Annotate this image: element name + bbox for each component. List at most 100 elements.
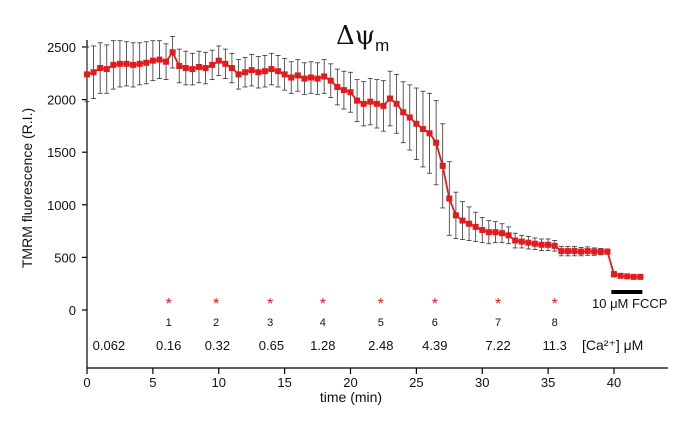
- data-point: [176, 62, 183, 69]
- calcium-concentration: 0.062: [93, 338, 126, 353]
- data-point: [149, 57, 156, 64]
- data-point: [426, 130, 433, 137]
- data-point: [130, 61, 137, 68]
- calcium-concentration: 4.39: [422, 338, 447, 353]
- addition-star: *: [213, 296, 219, 313]
- addition-index: 3: [267, 317, 273, 329]
- addition-index: 1: [166, 317, 172, 329]
- data-point: [538, 241, 545, 248]
- fccp-label: 10 μM FCCP: [592, 296, 667, 311]
- data-point: [373, 100, 380, 107]
- calcium-concentration: 2.48: [368, 338, 393, 353]
- y-tick-label: 2000: [47, 93, 76, 108]
- data-point: [551, 242, 558, 249]
- data-point: [321, 73, 328, 80]
- calcium-concentration: 7.22: [485, 338, 510, 353]
- data-point: [492, 229, 499, 236]
- data-point: [301, 75, 308, 82]
- data-point: [90, 69, 97, 76]
- data-point: [525, 239, 532, 246]
- data-point: [558, 248, 565, 255]
- calcium-concentrations: 0.062 0.16 0.32 0.65 1.28 2.48 4.39 7.22 11.3: [93, 338, 567, 353]
- calcium-concentration: 1.28: [310, 338, 335, 353]
- title-sub: m: [375, 36, 389, 55]
- x-tick-label: 30: [475, 375, 489, 390]
- addition-index: 6: [432, 317, 438, 329]
- data-point: [360, 100, 367, 107]
- data-point: [479, 227, 486, 234]
- data-point: [334, 83, 341, 90]
- data-point: [637, 273, 644, 280]
- title-main: Δψ: [336, 21, 375, 51]
- data-point: [209, 61, 216, 68]
- data-point: [466, 220, 473, 227]
- y-tick-label: 1500: [47, 145, 76, 160]
- data-point: [163, 58, 170, 65]
- data-point: [281, 71, 288, 78]
- data-point: [499, 230, 506, 237]
- addition-index: 2: [213, 317, 219, 329]
- addition-index: 5: [378, 317, 384, 329]
- data-point: [433, 139, 440, 146]
- calcium-additions: * 1 * 2 * 3 * 4 * 5 * 6 * 7 * 8: [166, 296, 558, 329]
- data-point: [380, 102, 387, 109]
- x-tick-label: 20: [343, 375, 357, 390]
- data-point: [354, 97, 361, 104]
- x-ticks: 0 5 10 15 20 25 30 35 40: [83, 368, 621, 390]
- data-point: [604, 248, 611, 255]
- data-point: [103, 66, 110, 73]
- x-tick-label: 10: [212, 375, 226, 390]
- data-point: [307, 74, 314, 81]
- chart-title: Δψm: [336, 21, 389, 55]
- x-tick-label: 25: [409, 375, 423, 390]
- data-point: [419, 126, 426, 133]
- data-point: [393, 100, 400, 107]
- data-point: [367, 98, 374, 105]
- data-point: [136, 60, 143, 67]
- addition-index: 7: [495, 317, 501, 329]
- addition-star: *: [267, 296, 273, 313]
- y-ticks: 0 500 1000 1500 2000 2500: [47, 40, 87, 318]
- x-tick-label: 0: [83, 375, 90, 390]
- data-point: [123, 60, 130, 67]
- addition-star: *: [495, 296, 501, 313]
- addition-index: 4: [320, 317, 326, 329]
- y-tick-label: 1000: [47, 198, 76, 213]
- data-point: [630, 273, 637, 280]
- data-point: [268, 66, 275, 73]
- calcium-concentration: 0.65: [259, 338, 284, 353]
- data-point: [617, 272, 624, 279]
- data-point: [143, 59, 150, 66]
- x-tick-label: 40: [607, 375, 621, 390]
- addition-star: *: [378, 296, 384, 313]
- series-markers: [84, 49, 644, 280]
- y-tick-label: 2500: [47, 40, 76, 55]
- data-point: [189, 66, 196, 73]
- data-point: [255, 69, 262, 76]
- data-point: [215, 57, 222, 64]
- data-point: [275, 68, 282, 75]
- data-point: [597, 248, 604, 255]
- data-point: [611, 271, 617, 278]
- data-point: [624, 273, 631, 280]
- data-point: [110, 61, 117, 68]
- data-point: [228, 65, 235, 72]
- data-point: [512, 237, 519, 244]
- data-point: [387, 95, 394, 102]
- data-point: [294, 72, 301, 79]
- data-point: [97, 65, 104, 72]
- addition-star: *: [552, 296, 558, 313]
- data-point: [327, 77, 334, 84]
- data-point: [531, 240, 538, 247]
- x-axis-title: time (min): [320, 389, 382, 405]
- data-point: [195, 63, 202, 70]
- calcium-unit-label: [Ca²⁺] μM: [582, 337, 643, 353]
- data-point: [571, 248, 578, 255]
- calcium-concentration: 0.16: [156, 338, 181, 353]
- data-point: [578, 248, 585, 255]
- y-tick-label: 500: [54, 250, 76, 265]
- data-point: [242, 69, 249, 76]
- data-point: [156, 56, 163, 63]
- data-point: [169, 49, 176, 56]
